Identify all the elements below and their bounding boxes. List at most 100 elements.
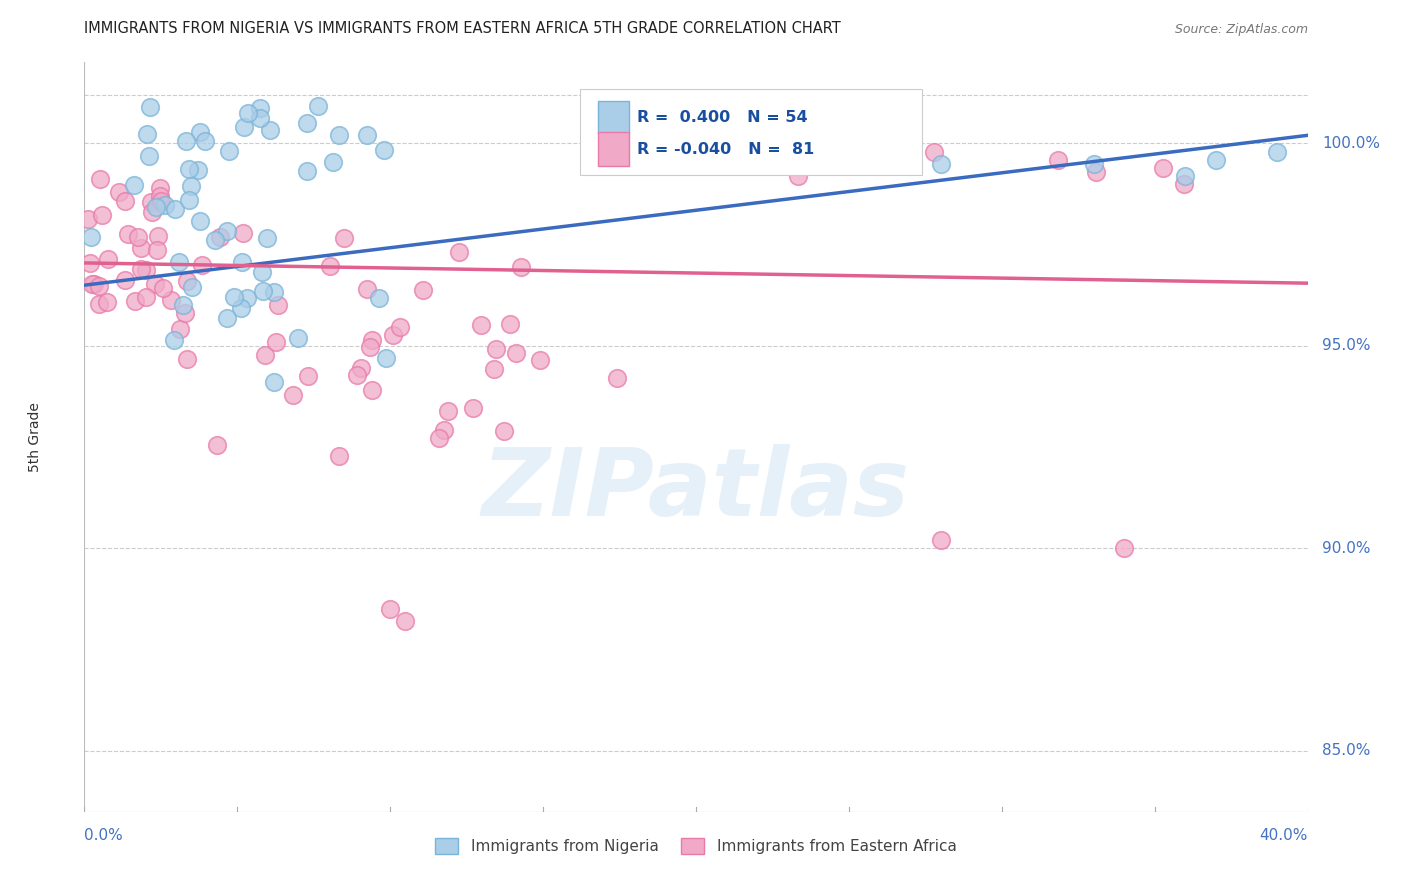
Point: [163, 333, 186, 347]
Point: [297, 369, 319, 384]
Point: [138, 148, 160, 162]
Text: IMMIGRANTS FROM NIGERIA VS IMMIGRANTS FROM EASTERN AFRICA 5TH GRADE CORRELATION : IMMIGRANTS FROM NIGERIA VS IMMIGRANTS FR…: [84, 21, 841, 37]
Point: [929, 157, 952, 171]
Point: [433, 423, 456, 437]
Point: [149, 194, 172, 208]
Point: [77, 212, 100, 227]
Point: [346, 368, 368, 382]
Point: [236, 291, 259, 305]
Point: [188, 125, 211, 139]
Point: [218, 145, 240, 159]
Point: [83, 277, 105, 291]
Point: [380, 602, 402, 616]
Point: [131, 262, 153, 277]
Point: [1083, 157, 1105, 171]
Point: [1152, 161, 1174, 175]
Point: [328, 128, 350, 143]
Point: [91, 208, 114, 222]
Point: [233, 120, 256, 135]
Point: [437, 404, 460, 418]
Point: [173, 306, 195, 320]
Point: [250, 265, 273, 279]
Point: [249, 111, 271, 125]
Point: [510, 260, 533, 274]
Text: 40.0%: 40.0%: [1260, 828, 1308, 843]
Point: [188, 214, 211, 228]
Point: [499, 318, 522, 332]
Bar: [598, 101, 628, 135]
Point: [259, 123, 281, 137]
Text: 5th Grade: 5th Grade: [28, 402, 42, 472]
FancyBboxPatch shape: [579, 88, 922, 175]
Text: 90.0%: 90.0%: [1322, 541, 1371, 556]
Point: [1174, 169, 1197, 183]
Point: [381, 328, 404, 343]
Point: [318, 259, 340, 273]
Text: Source: ZipAtlas.com: Source: ZipAtlas.com: [1174, 23, 1308, 37]
Point: [356, 128, 378, 142]
Point: [236, 105, 259, 120]
Point: [79, 255, 101, 269]
Point: [117, 227, 139, 242]
Point: [295, 116, 318, 130]
Point: [231, 254, 253, 268]
Point: [263, 376, 285, 390]
Point: [529, 353, 551, 368]
Point: [368, 291, 391, 305]
Point: [176, 351, 198, 366]
Point: [232, 226, 254, 240]
Point: [96, 295, 118, 310]
Point: [322, 155, 344, 169]
Point: [1047, 153, 1070, 167]
Point: [87, 297, 110, 311]
Point: [1084, 165, 1107, 179]
Point: [177, 161, 200, 176]
Point: [108, 185, 131, 199]
Legend: Immigrants from Nigeria, Immigrants from Eastern Africa: Immigrants from Nigeria, Immigrants from…: [429, 832, 963, 860]
Point: [373, 143, 395, 157]
Point: [333, 230, 356, 244]
Point: [215, 224, 238, 238]
Point: [191, 258, 214, 272]
Point: [114, 273, 136, 287]
Text: 95.0%: 95.0%: [1322, 338, 1371, 353]
Point: [249, 102, 271, 116]
Point: [929, 533, 952, 548]
Point: [149, 189, 172, 203]
Point: [470, 318, 492, 333]
Point: [169, 322, 191, 336]
Point: [143, 277, 166, 291]
Point: [229, 301, 252, 315]
Point: [124, 293, 146, 308]
Point: [89, 172, 111, 186]
Text: R =  0.400   N = 54: R = 0.400 N = 54: [637, 110, 808, 125]
Point: [685, 145, 707, 159]
Point: [267, 298, 290, 312]
Point: [89, 279, 111, 293]
Point: [1265, 145, 1288, 159]
Point: [356, 282, 378, 296]
Point: [163, 202, 186, 216]
Text: 100.0%: 100.0%: [1322, 136, 1381, 151]
Point: [114, 194, 136, 208]
Point: [136, 127, 159, 141]
Point: [1205, 153, 1227, 167]
Point: [786, 169, 808, 183]
Point: [350, 361, 373, 376]
Point: [187, 163, 209, 178]
Point: [328, 450, 350, 464]
Point: [167, 254, 190, 268]
Point: [1114, 541, 1136, 556]
Point: [82, 277, 104, 291]
Point: [485, 342, 508, 356]
Point: [80, 229, 103, 244]
Point: [461, 401, 484, 415]
Point: [256, 231, 278, 245]
Bar: [598, 132, 628, 166]
Point: [287, 331, 309, 345]
Point: [263, 285, 285, 300]
Point: [264, 334, 287, 349]
Point: [307, 99, 329, 113]
Point: [361, 383, 384, 397]
Point: [295, 164, 318, 178]
